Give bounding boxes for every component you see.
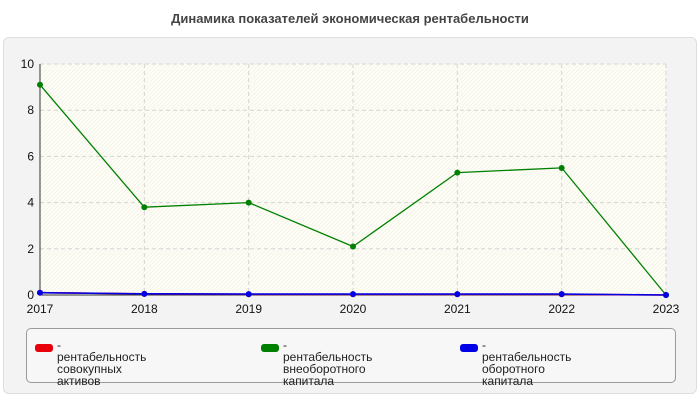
series-working-capital-point <box>454 291 461 298</box>
series-fixed-capital-point <box>558 164 565 171</box>
x-tick-label: 2021 <box>444 302 471 316</box>
series-fixed-capital-point <box>141 204 148 211</box>
series-fixed-capital-point <box>454 169 461 176</box>
x-tick-label: 2023 <box>653 302 680 316</box>
y-tick-label: 8 <box>27 103 34 117</box>
x-tick-label: 2017 <box>27 302 54 316</box>
legend-swatch-red <box>35 344 53 352</box>
y-tick-label: 2 <box>27 242 34 256</box>
y-tick-label: 10 <box>21 57 35 71</box>
legend: - рентабельность совокупных активов - ре… <box>26 328 676 387</box>
legend-swatch-blue <box>460 344 478 352</box>
series-fixed-capital-point <box>37 81 43 88</box>
legend-label: - рентабельность оборотного капитала <box>482 338 572 388</box>
series-fixed-capital-point <box>350 243 356 250</box>
series-working-capital-point <box>350 291 356 298</box>
x-tick-label: 2022 <box>548 302 575 316</box>
series-working-capital-point <box>558 291 565 298</box>
y-tick-label: 6 <box>27 149 34 163</box>
x-tick-label: 2019 <box>235 302 262 316</box>
x-tick-label: 2020 <box>340 302 367 316</box>
series-working-capital-point <box>37 289 43 296</box>
series-working-capital-point <box>245 291 252 298</box>
series-working-capital-point <box>663 292 669 298</box>
legend-swatch-green <box>261 344 279 352</box>
x-tick-label: 2018 <box>131 302 158 316</box>
series-working-capital-point <box>141 290 148 297</box>
y-tick-label: 0 <box>27 288 34 302</box>
y-tick-label: 4 <box>27 196 34 210</box>
legend-label: - рентабельность совокупных активов <box>57 338 147 388</box>
chart-title: Динамика показателей экономическая рента… <box>171 11 529 26</box>
series-fixed-capital-point <box>245 199 252 206</box>
legend-label: - рентабельность внеоборотного капитала <box>283 338 373 388</box>
